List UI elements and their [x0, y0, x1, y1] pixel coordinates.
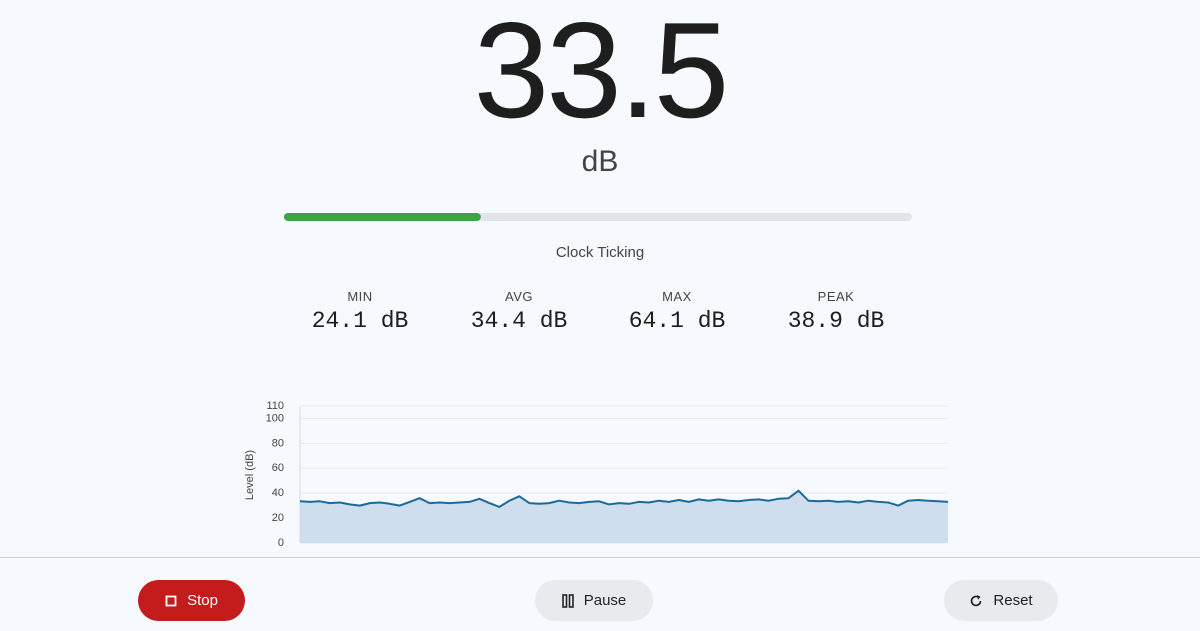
- y-tick-label: 60: [272, 462, 284, 474]
- stat-label: PEAK: [817, 289, 855, 304]
- reset-button[interactable]: Reset: [944, 580, 1058, 621]
- y-tick-label: 0: [278, 537, 284, 549]
- stat-label: MIN: [347, 289, 373, 304]
- area: [300, 490, 948, 543]
- y-tick-label: 40: [272, 487, 284, 499]
- stat: PEAK 38.9 dB: [756, 289, 916, 334]
- stat: AVG 34.4 dB: [439, 289, 599, 334]
- stat-label: AVG: [505, 289, 533, 304]
- y-tick-label: 110: [266, 400, 284, 412]
- stat: MAX 64.1 dB: [597, 289, 757, 334]
- stat: MIN 24.1 dB: [280, 289, 440, 334]
- line: [299, 489, 949, 508]
- stat-value: 64.1 dB: [628, 308, 726, 334]
- y-tick-label: 80: [272, 437, 284, 449]
- pause-button[interactable]: Pause: [535, 580, 653, 621]
- stat-value: 38.9 dB: [787, 308, 885, 334]
- sound-source: Clock Ticking: [555, 244, 645, 261]
- pause-icon: [561, 593, 574, 608]
- reset-label: Reset: [993, 592, 1033, 609]
- y-axis-title: Level (dB): [244, 450, 256, 500]
- stat-value: 34.4 dB: [470, 308, 568, 334]
- stop-label: Stop: [187, 592, 218, 609]
- pause-label: Pause: [583, 592, 627, 609]
- controls: Stop Pause Reset: [0, 557, 1200, 631]
- y-tick-label: 20: [272, 512, 284, 524]
- stat-label: MAX: [662, 289, 692, 304]
- stop-icon: [165, 595, 177, 606]
- stop-button[interactable]: Stop: [138, 580, 245, 621]
- unit: dB: [581, 145, 619, 178]
- stat-value: 24.1 dB: [311, 308, 409, 334]
- reading: 33.5: [473, 0, 730, 146]
- y-tick-label: 100: [266, 412, 284, 424]
- reset-icon: [971, 594, 982, 606]
